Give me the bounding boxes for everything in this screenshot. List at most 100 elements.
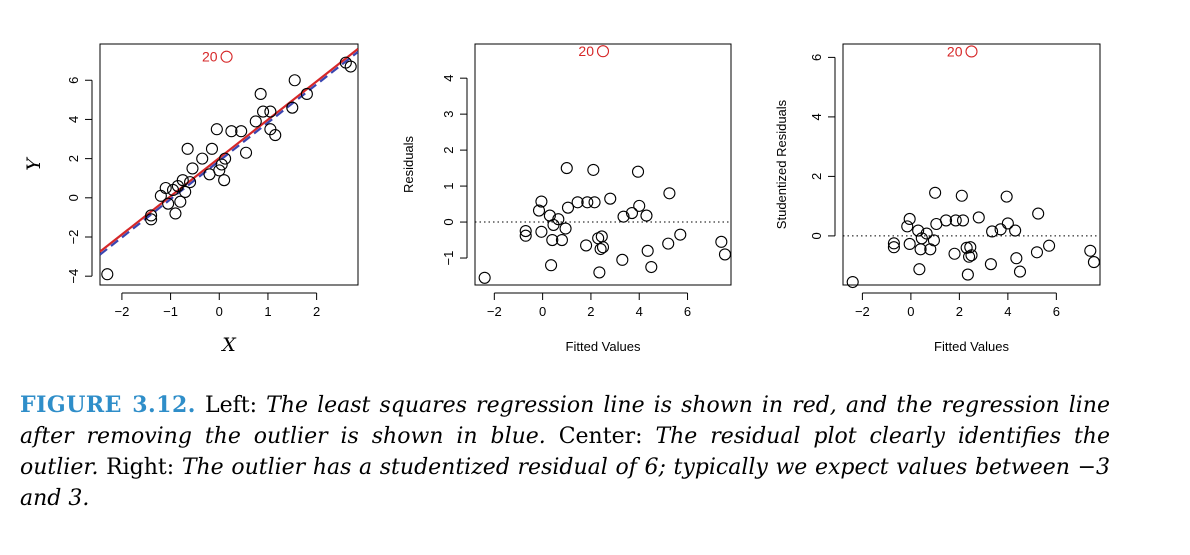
data-point (964, 241, 977, 254)
x-tick-label: −2 (855, 304, 870, 319)
data-point (205, 142, 219, 155)
data-point (965, 249, 978, 262)
data-point (846, 275, 859, 289)
data-point (213, 164, 226, 177)
y-tick-label: 6 (809, 54, 824, 61)
data-point (1087, 256, 1100, 269)
data-point (1032, 207, 1045, 220)
data-point (641, 244, 654, 257)
y-tick-label: 3 (441, 111, 456, 118)
caption-center-text: The residual plot clearly identifies the… (20, 424, 1110, 480)
x-tick-label: 2 (956, 304, 963, 319)
y-tick-label: 0 (66, 194, 81, 201)
chart-panel-2: −2 0 2 4 6 −1 0 1 2 3 4 Fitted Values Residuals 20 (401, 43, 732, 354)
x-tick-label: 1 (264, 304, 271, 319)
data-point (949, 214, 962, 227)
data-point (617, 210, 630, 223)
y-tick-label: −1 (441, 251, 456, 266)
y-tick-label: 2 (809, 173, 824, 180)
data-point (300, 87, 313, 101)
data-point (887, 241, 900, 254)
data-point (535, 225, 548, 238)
caption-right-text: The outlier has a studentized residual o… (20, 455, 1111, 511)
data-point (901, 220, 914, 233)
data-point (218, 174, 231, 187)
data-point (219, 152, 232, 165)
data-point (1001, 217, 1014, 230)
outlier-point (220, 50, 233, 63)
x-axis-label: Fitted Values (934, 339, 1009, 354)
data-point (571, 196, 584, 209)
data-point (179, 185, 192, 198)
data-point (159, 181, 172, 195)
data-point (264, 105, 277, 118)
data-point (920, 227, 933, 240)
x-tick-label: 6 (684, 304, 691, 319)
data-point (532, 204, 546, 217)
data-point (169, 207, 182, 220)
data-point (286, 101, 299, 114)
data-point (552, 213, 565, 226)
data-point (184, 176, 197, 189)
data-point (162, 197, 175, 210)
data-point (986, 225, 999, 238)
data-point (1010, 252, 1023, 265)
plot-frame (842, 43, 1101, 286)
y-tick-label: 0 (809, 232, 824, 239)
data-point (984, 258, 997, 271)
data-point (215, 158, 228, 171)
outlier-label: 20 (947, 43, 963, 59)
data-point (674, 228, 687, 241)
data-point (663, 187, 676, 200)
x-tick-label: 6 (1053, 304, 1060, 319)
y-tick-label: −4 (66, 269, 81, 284)
data-point (594, 242, 607, 256)
data-point (1043, 239, 1056, 252)
y-tick-label: 2 (441, 146, 456, 153)
data-point (616, 253, 629, 266)
data-point (961, 268, 974, 281)
data-point (145, 213, 158, 226)
data-point (561, 201, 575, 214)
data-point (176, 174, 189, 187)
data-point (927, 234, 940, 247)
data-point (1084, 244, 1097, 257)
data-point (581, 196, 594, 209)
data-point (519, 224, 532, 238)
data-point (225, 125, 238, 138)
data-point (640, 209, 653, 222)
data-point (948, 247, 961, 260)
plot-frame (99, 43, 359, 286)
data-point (662, 237, 675, 250)
data-point (929, 186, 942, 199)
x-tick-label: −1 (163, 304, 178, 319)
data-point (994, 223, 1007, 236)
data-point (235, 125, 248, 138)
caption-center-tag: Center: (545, 424, 656, 449)
data-point (174, 195, 187, 208)
x-tick-label: −2 (114, 304, 129, 319)
x-tick-label: 2 (587, 304, 594, 319)
data-point (101, 268, 114, 281)
blue-regression-line (100, 50, 358, 256)
data-point (288, 74, 301, 87)
data-point (257, 105, 270, 118)
outlier-label: 20 (578, 43, 594, 59)
data-point (546, 233, 559, 247)
y-tick-label: −2 (66, 230, 81, 245)
data-point (1030, 246, 1044, 259)
y-axis-label: Y (23, 156, 45, 171)
y-tick-label: 6 (66, 77, 81, 84)
data-point (535, 195, 548, 208)
data-point (913, 263, 926, 276)
data-point (269, 129, 282, 142)
data-point (145, 209, 158, 222)
data-point (595, 230, 608, 243)
data-point (718, 248, 732, 261)
y-tick-label: 2 (66, 155, 81, 162)
data-point (903, 237, 916, 250)
chart-panel-1: −2 −1 0 1 2 −4 −2 0 2 4 6 X Y 20 (23, 43, 359, 356)
data-point (939, 214, 953, 227)
data-point (915, 232, 928, 245)
